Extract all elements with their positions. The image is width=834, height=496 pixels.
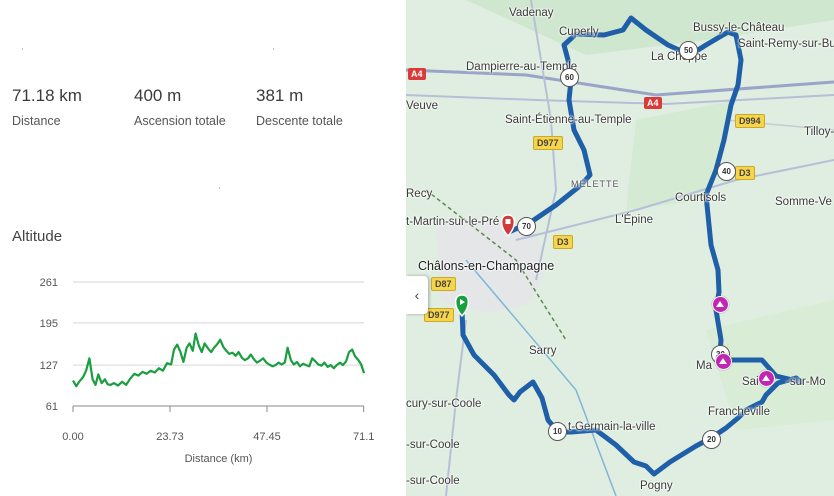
highway-road (406, 68, 834, 97)
road-shield-a4: A4 (408, 68, 426, 80)
divider-dot (219, 187, 220, 189)
divider-dot (273, 48, 274, 50)
ascent-label: Ascension totale (134, 114, 226, 128)
river (465, 259, 617, 496)
railway (425, 189, 567, 341)
place-label-francheville: Francheville (708, 406, 770, 418)
place-label-saint-jean-end: -sur-Mo (786, 376, 826, 388)
place-label-courtisols: Courtisols (675, 192, 727, 204)
km-marker: 60 (560, 68, 579, 87)
highway-road (406, 94, 834, 106)
road-shield-d994: D994 (735, 114, 765, 128)
descent-label: Descente totale (256, 114, 343, 128)
y-tick-label: 195 (40, 318, 58, 330)
forest-area (466, 0, 834, 55)
road-shield-a4: A4 (644, 97, 662, 109)
place-label-saint-etienne: Saint-Étienne-au-Temple (505, 114, 632, 126)
road-shield-d87: D87 (431, 277, 456, 291)
ascent-value: 400 m (134, 86, 182, 105)
km-marker: 70 (517, 217, 536, 236)
x-tick-label: 23.73 (156, 431, 184, 443)
distance-value: 71.18 km (12, 86, 82, 105)
place-label-saint-martin: t-Martin-sur-le-Pré (406, 216, 500, 228)
collapse-panel-button[interactable]: ‹ (406, 276, 428, 314)
km-marker: 40 (717, 162, 736, 181)
finish-marker[interactable] (500, 214, 516, 238)
place-label-pogny: Pogny (640, 480, 673, 492)
road-shield-d3: D3 (735, 166, 755, 180)
altitude-title: Altitude (12, 228, 63, 245)
ascent-stat: 400 m Ascension totale (134, 84, 226, 128)
y-tick-label: 61 (46, 401, 58, 413)
place-label-st-germain: t-Germain-la-ville (568, 421, 656, 433)
map-canvas[interactable] (406, 0, 834, 496)
road-shield-d977: D977 (533, 136, 563, 150)
distance-label: Distance (12, 114, 61, 128)
divider-dot (22, 48, 23, 50)
place-label-chalons: Châlons-en-Champagne (418, 259, 555, 273)
finish-pin (500, 214, 516, 238)
km-marker: 20 (702, 430, 721, 449)
elevation-series-line (72, 332, 366, 388)
start-pin (454, 294, 470, 318)
place-label-sur-coole: -sur-Coole (406, 439, 460, 451)
place-label-coolus: cury-sur-Coole (406, 398, 482, 410)
x-tick-label: 71.1 (353, 431, 374, 443)
road-shield-d977: D977 (424, 308, 454, 322)
place-label-marson: Ma (696, 360, 712, 372)
start-marker[interactable] (454, 294, 470, 318)
km-marker: 10 (548, 422, 567, 441)
descent-value: 381 m (256, 86, 304, 105)
elevation-chart[interactable]: 261 195 127 61 0.00 23.73 47.45 71.1 Distance (k… (0, 262, 406, 474)
place-label-recy: Recy (406, 188, 433, 200)
place-label-tilloy: Tilloy- (804, 126, 834, 138)
finish-flag-icon (505, 219, 511, 224)
km-marker: 50 (679, 41, 698, 60)
summit-icon[interactable] (758, 370, 775, 387)
summit-icon[interactable] (712, 296, 729, 313)
road-shield-d3: D3 (553, 235, 573, 249)
place-label-dampierre: Dampierre-au-Temple (466, 61, 578, 73)
descent-stat: 381 m Descente totale (256, 84, 343, 128)
x-tick-label: 0.00 (62, 431, 83, 443)
place-label-saint-jean: Sai (742, 376, 759, 388)
main-road (515, 159, 834, 241)
place-label-sur-coole-2: -sur-Coole (406, 475, 460, 487)
main-road (445, 319, 467, 496)
x-tick-label: 47.45 (253, 431, 281, 443)
y-tick-label: 261 (40, 277, 58, 289)
forest-area (706, 300, 834, 430)
place-label-veuve: Veuve (406, 100, 438, 112)
y-tick-label: 127 (40, 360, 58, 372)
distance-stat: 71.18 km Distance (12, 84, 82, 128)
place-label-somme-vesle: Somme-Ve (775, 196, 832, 208)
summit-icon[interactable] (715, 353, 732, 370)
route-map[interactable]: Vadenay Cuperly Bussy-le-Château Saint-R… (406, 0, 834, 496)
place-label-saint-remy: Saint-Remy-sur-Bu (738, 38, 834, 50)
place-label-melette: MÉLETTE (571, 179, 620, 189)
place-label-lepine: L'Épine (615, 214, 654, 226)
main-road (530, 0, 558, 281)
x-axis-label: Distance (km) (185, 453, 253, 465)
chevron-left-icon: ‹ (414, 287, 420, 303)
place-label-cuperly: Cuperly (559, 26, 599, 38)
place-label-vadenay: Vadenay (509, 7, 554, 19)
place-label-sarry: Sarry (529, 345, 557, 357)
place-label-bussy: Bussy-le-Château (693, 22, 785, 34)
route-stats-panel: 71.18 km Distance 400 m Ascension totale… (0, 0, 406, 496)
play-icon (460, 299, 465, 305)
